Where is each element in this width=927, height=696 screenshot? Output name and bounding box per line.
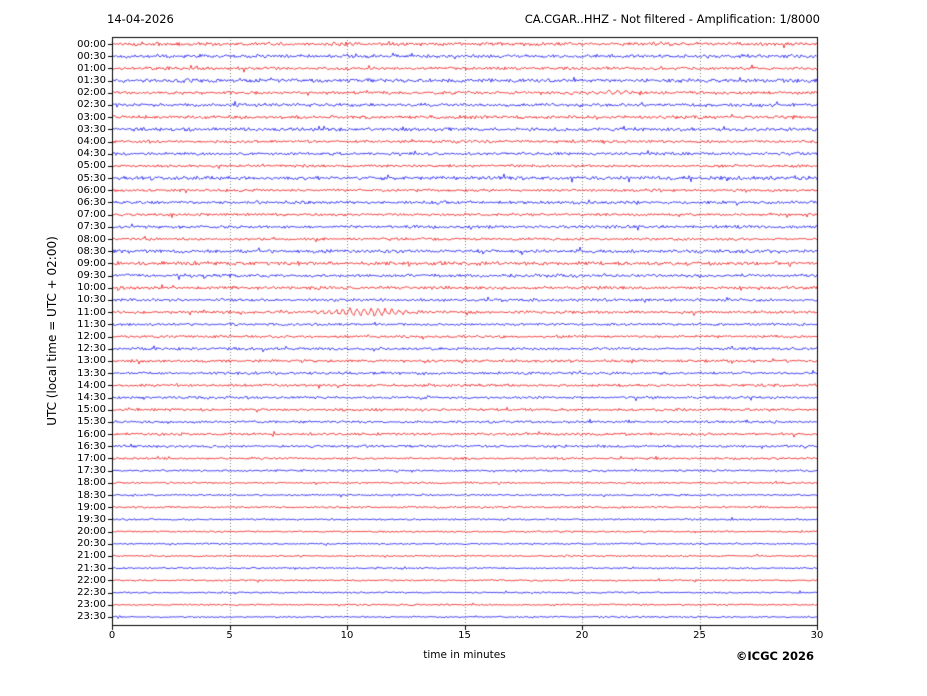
y-tick-label: 02:30 <box>77 99 106 111</box>
x-tick-label: 5 <box>226 630 233 641</box>
y-tick-label: 17:30 <box>77 465 106 477</box>
x-axis-title: time in minutes <box>423 649 506 661</box>
y-tick-label: 18:00 <box>77 477 106 489</box>
y-tick-label: 14:30 <box>77 392 106 403</box>
y-tick-label: 03:30 <box>77 123 106 135</box>
y-tick-label: 00:00 <box>77 38 106 50</box>
credit-text: ©ICGC 2026 <box>735 649 814 663</box>
date-title: 14-04-2026 <box>107 12 174 26</box>
y-tick-label: 01:30 <box>77 75 106 87</box>
y-tick-label: 12:30 <box>77 343 106 355</box>
y-tick-label: 14:00 <box>77 379 106 391</box>
y-tick-label: 13:30 <box>77 367 106 379</box>
y-tick-label: 23:00 <box>77 599 106 611</box>
y-tick-label: 13:00 <box>77 355 106 367</box>
y-tick-label: 00:30 <box>77 50 106 62</box>
y-tick-label: 23:30 <box>77 611 106 623</box>
y-tick-label: 09:30 <box>77 270 106 282</box>
x-tick-label: 25 <box>693 630 706 641</box>
y-tick-label: 17:00 <box>77 452 106 464</box>
y-tick-label: 21:00 <box>77 550 106 562</box>
y-tick-label: 07:00 <box>77 209 106 221</box>
channel-title: CA.CGAR..HHZ - Not filtered - Amplificat… <box>524 12 820 26</box>
y-tick-label: 05:30 <box>77 172 106 184</box>
y-tick-label: 07:30 <box>77 221 106 233</box>
y-tick-label: 16:00 <box>77 428 106 440</box>
y-tick-label: 18:30 <box>77 489 106 501</box>
x-tick-label: 20 <box>575 630 589 641</box>
y-tick-label: 19:30 <box>77 513 106 525</box>
y-tick-label: 09:00 <box>77 257 106 269</box>
y-tick-label: 20:30 <box>77 538 106 550</box>
x-tick-label: 30 <box>810 630 824 641</box>
x-tick-label: 10 <box>340 630 354 641</box>
y-tick-label: 22:30 <box>77 587 106 599</box>
y-tick-label: 08:30 <box>77 245 106 257</box>
y-tick-label: 04:00 <box>77 136 106 148</box>
y-tick-label: 21:30 <box>77 562 106 574</box>
y-tick-label: 08:00 <box>77 233 106 245</box>
y-tick-label: 01:00 <box>77 62 106 74</box>
y-tick-label: 04:30 <box>77 148 106 160</box>
y-tick-label: 06:30 <box>77 196 106 208</box>
y-tick-label: 06:00 <box>77 184 106 196</box>
y-tick-label: 02:00 <box>77 87 106 99</box>
y-tick-label: 20:00 <box>77 526 106 538</box>
y-tick-label: 05:00 <box>77 160 106 172</box>
y-tick-label: 19:00 <box>77 501 106 513</box>
y-tick-label: 10:30 <box>77 294 106 306</box>
y-tick-label: 11:00 <box>77 306 106 318</box>
y-tick-label: 15:30 <box>77 416 106 428</box>
y-tick-label: 11:30 <box>77 318 106 330</box>
y-tick-label: 22:00 <box>77 574 106 586</box>
y-tick-label: 15:00 <box>77 404 106 416</box>
x-tick-label: 15 <box>458 630 471 641</box>
y-tick-label: 03:00 <box>77 111 106 123</box>
y-tick-label: 16:30 <box>77 440 106 452</box>
y-tick-label: 10:00 <box>77 282 106 294</box>
y-tick-label: 12:00 <box>77 331 106 343</box>
x-tick-label: 0 <box>108 630 116 641</box>
